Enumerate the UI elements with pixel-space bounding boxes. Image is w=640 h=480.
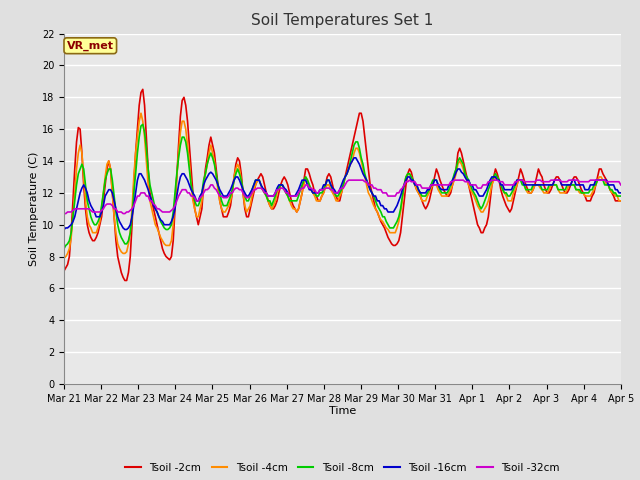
Legend: Tsoil -2cm, Tsoil -4cm, Tsoil -8cm, Tsoil -16cm, Tsoil -32cm: Tsoil -2cm, Tsoil -4cm, Tsoil -8cm, Tsoi… bbox=[121, 458, 564, 477]
Title: Soil Temperatures Set 1: Soil Temperatures Set 1 bbox=[252, 13, 433, 28]
Y-axis label: Soil Temperature (C): Soil Temperature (C) bbox=[29, 152, 39, 266]
Text: VR_met: VR_met bbox=[67, 41, 114, 51]
X-axis label: Time: Time bbox=[329, 407, 356, 417]
